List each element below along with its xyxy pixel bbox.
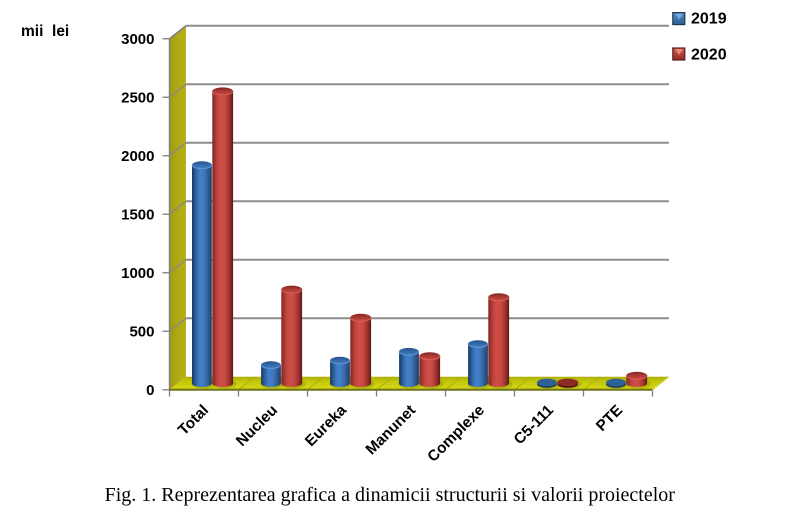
svg-text:2500: 2500 [121,90,154,107]
svg-text:3000: 3000 [121,31,154,48]
svg-text:C5-111: C5-111 [511,401,558,448]
svg-text:1000: 1000 [121,265,154,282]
svg-text:Total: Total [175,402,212,439]
svg-text:1500: 1500 [121,207,154,224]
svg-text:Manunet: Manunet [363,402,419,458]
svg-text:2020: 2020 [691,46,727,63]
svg-text:500: 500 [129,324,154,341]
svg-text:Nucleu: Nucleu [233,402,281,450]
svg-text:Fig. 1. Reprezentarea grafica: Fig. 1. Reprezentarea grafica a dinamici… [105,484,676,506]
svg-text:PTE: PTE [593,402,626,435]
svg-text:0: 0 [146,382,154,399]
svg-text:2000: 2000 [121,148,154,165]
svg-text:mii lei: mii lei [21,23,69,40]
svg-text:2019: 2019 [691,11,727,28]
svg-text:Eureka: Eureka [302,401,350,449]
svg-text:Complexe: Complexe [424,402,488,466]
